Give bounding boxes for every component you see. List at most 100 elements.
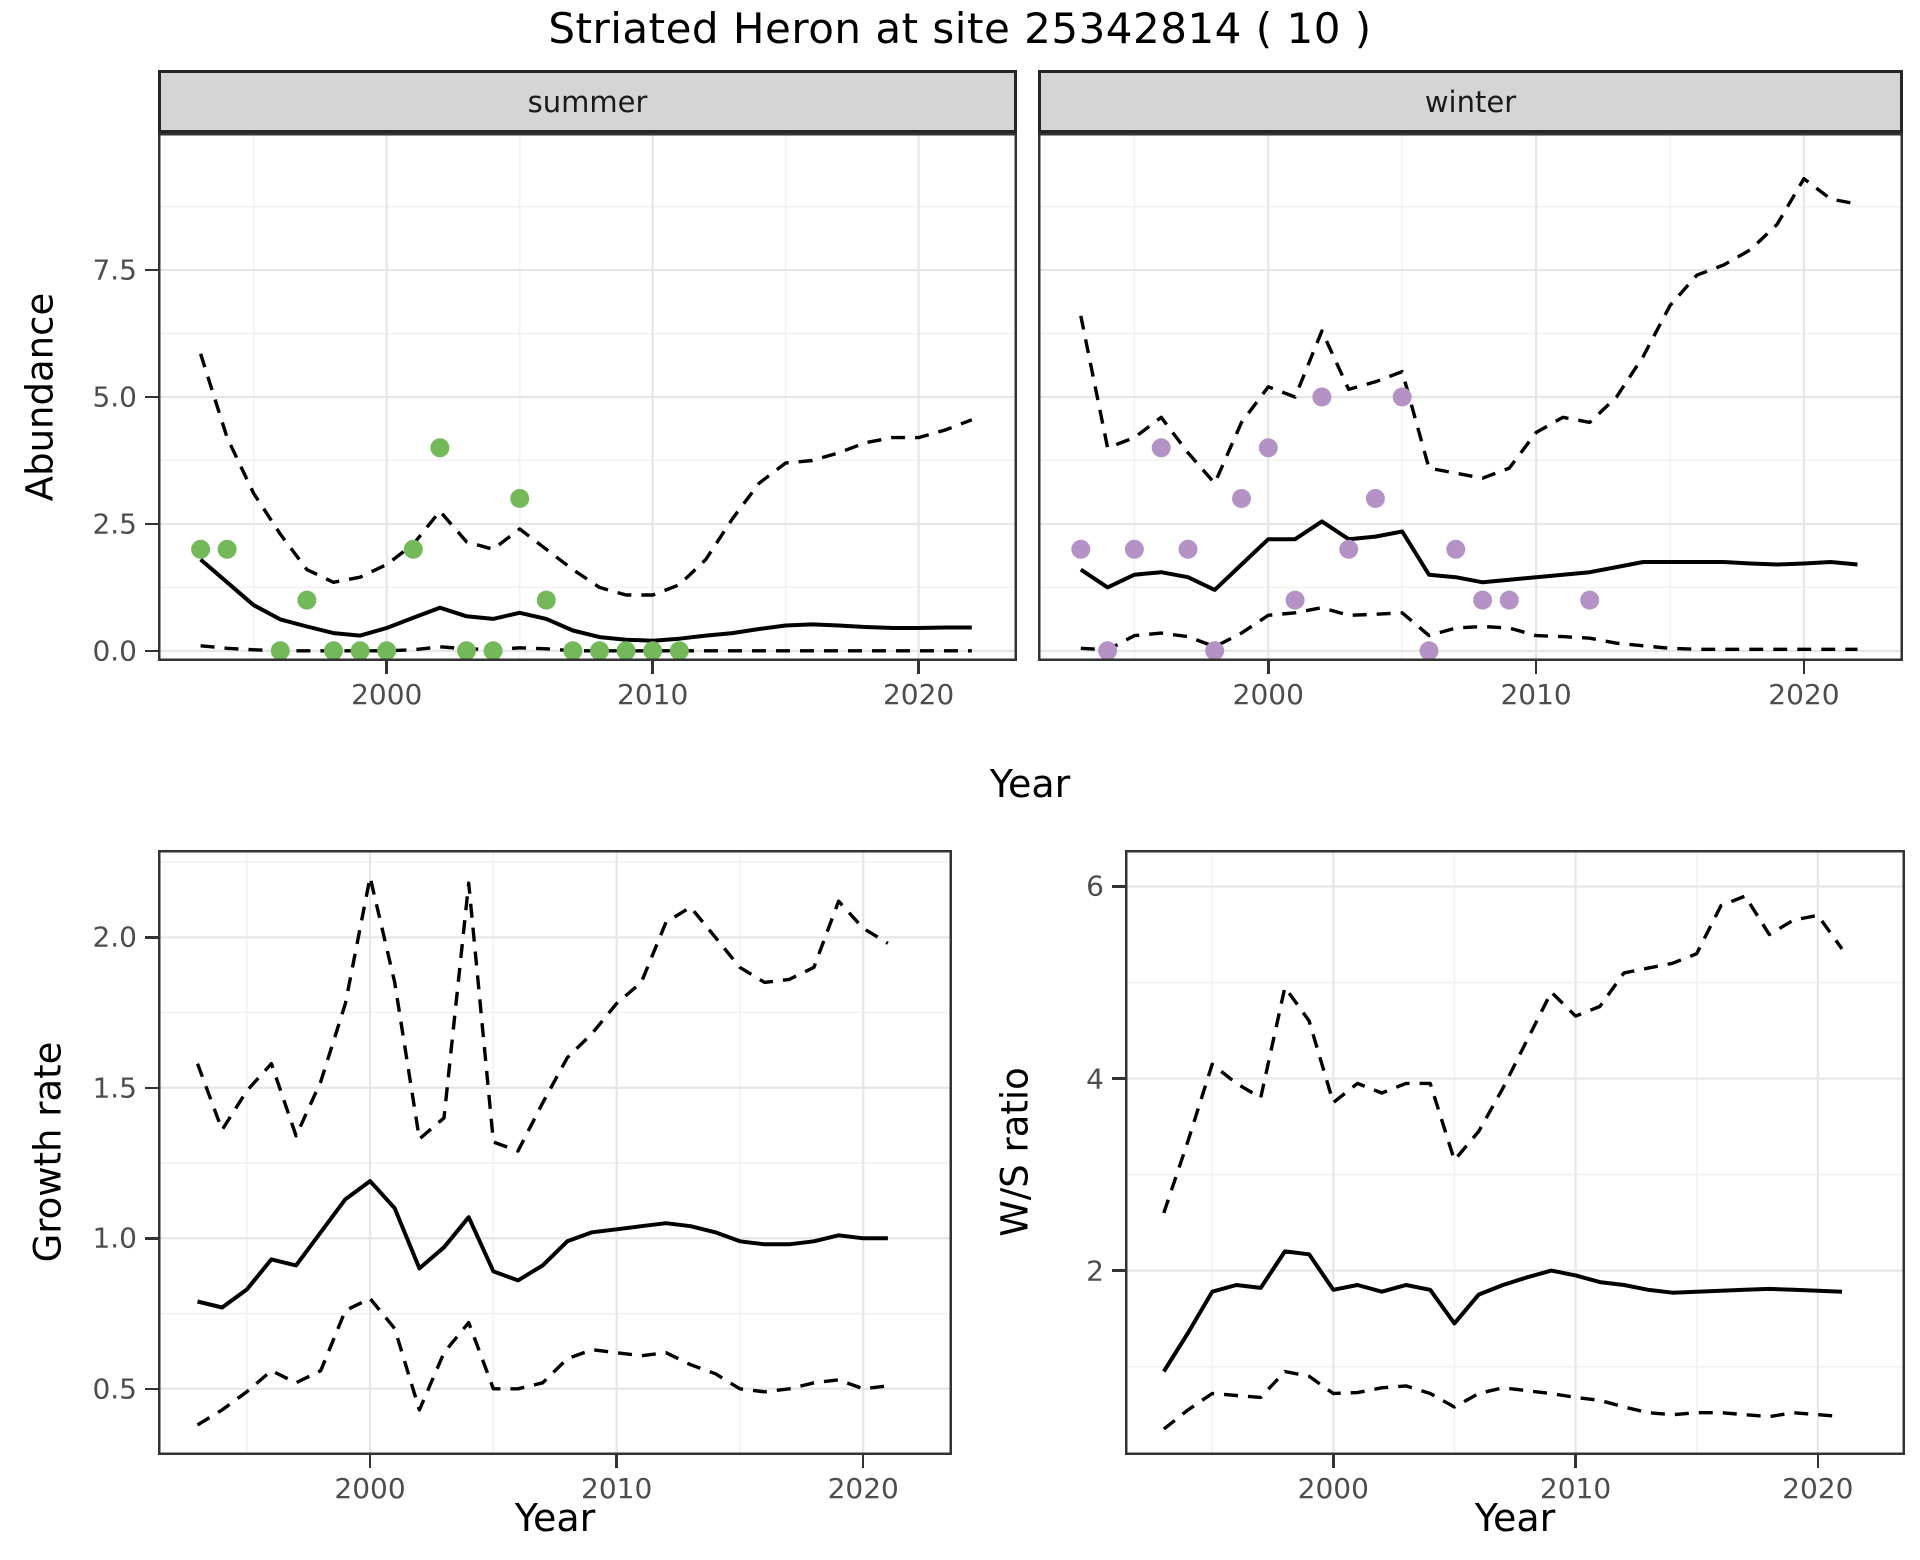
- x-tick-mark: [1267, 661, 1270, 674]
- y-tick-label: 5.0: [92, 380, 137, 414]
- data-point: [1124, 539, 1144, 559]
- facet-strip-winter: winter: [1038, 70, 1903, 133]
- x-tick-mark: [861, 1455, 865, 1468]
- upper-ci-line: [1079, 177, 1858, 485]
- x-tick-label: 2000: [1297, 1472, 1369, 1505]
- y-tick-label: 1.0: [92, 1221, 137, 1255]
- y-tick-label: 1.5: [92, 1071, 137, 1105]
- data-point: [1258, 438, 1278, 458]
- data-point: [1446, 539, 1466, 559]
- x-tick-mark: [1574, 1455, 1577, 1468]
- y-tick-label: 2: [1086, 1254, 1104, 1288]
- x-tick-label: 2010: [581, 1472, 653, 1505]
- data-point: [1071, 539, 1091, 559]
- bottom-left-year-axis-title: Year: [514, 1496, 596, 1540]
- y-tick-mark: [145, 1387, 158, 1391]
- x-tick-label: 2020: [1768, 678, 1840, 711]
- y-tick-mark: [1112, 1269, 1125, 1272]
- y-tick-label: 0.5: [92, 1372, 137, 1406]
- data-point: [191, 539, 211, 559]
- x-tick-label: 2020: [1782, 1472, 1854, 1505]
- y-tick-mark: [145, 936, 158, 939]
- y-tick-mark: [1112, 1077, 1125, 1080]
- growth-rate-panel: [158, 850, 952, 1455]
- y-tick-label: 2.5: [92, 507, 137, 541]
- facet-strip-winter-label: winter: [1424, 84, 1517, 119]
- ws-ratio-panel: [1125, 850, 1905, 1455]
- y-tick-mark: [145, 1086, 158, 1090]
- data-point: [324, 641, 343, 661]
- x-tick-mark: [615, 1455, 618, 1468]
- upper-ci-line: [198, 353, 973, 597]
- panel-border: [158, 133, 1017, 661]
- y-tick-mark: [145, 395, 158, 399]
- data-point: [1473, 590, 1493, 610]
- y-tick-mark: [1112, 885, 1125, 888]
- data-point: [590, 641, 609, 661]
- median-line: [1162, 1249, 1843, 1373]
- median-line: [199, 557, 972, 643]
- panel-border: [1125, 850, 1905, 1455]
- x-tick-label: 2010: [1539, 1472, 1612, 1505]
- facet-strip-summer-label: summer: [527, 84, 648, 119]
- data-point: [1205, 641, 1225, 661]
- x-tick-label: 2020: [827, 1472, 899, 1505]
- y-tick-label: 0.0: [92, 634, 137, 668]
- facet-strip-summer: summer: [158, 70, 1017, 133]
- x-tick-label: 2010: [617, 678, 689, 711]
- x-tick-mark: [385, 661, 388, 674]
- data-point: [563, 641, 583, 661]
- data-point: [377, 641, 397, 661]
- data-point: [1151, 438, 1171, 458]
- growth-rate-axis-title: Growth rate: [26, 1041, 70, 1263]
- x-tick-mark: [917, 661, 920, 674]
- x-tick-mark: [1534, 661, 1538, 674]
- x-tick-mark: [1802, 661, 1806, 674]
- lower-ci-line: [196, 1296, 889, 1427]
- x-tick-label: 2000: [334, 1472, 406, 1505]
- y-tick-mark: [145, 522, 158, 526]
- data-point: [1232, 489, 1251, 508]
- y-tick-label: 6: [1086, 869, 1104, 903]
- data-point: [1499, 590, 1519, 610]
- x-tick-mark: [651, 661, 654, 674]
- data-point: [1580, 590, 1600, 610]
- x-tick-mark: [1816, 1455, 1820, 1468]
- data-point: [1178, 539, 1198, 559]
- data-point: [217, 539, 237, 559]
- data-point: [1419, 641, 1439, 661]
- lower-ci-line: [1162, 1369, 1843, 1431]
- data-point: [457, 641, 476, 661]
- y-tick-label: 2.0: [92, 920, 137, 954]
- data-point: [430, 438, 450, 458]
- median-line: [1079, 519, 1858, 592]
- chart-title: Striated Heron at site 25342814 ( 10 ): [548, 4, 1372, 53]
- x-tick-label: 2000: [351, 678, 423, 711]
- x-tick-mark: [368, 1455, 372, 1468]
- top-year-axis-title: Year: [989, 762, 1071, 806]
- data-point: [1312, 387, 1332, 407]
- y-tick-mark: [145, 268, 158, 272]
- y-tick-mark: [145, 649, 158, 653]
- panel-border: [158, 850, 952, 1455]
- data-point: [403, 539, 423, 559]
- y-tick-mark: [145, 1237, 158, 1240]
- data-point: [1285, 590, 1305, 610]
- upper-ci-line: [1162, 894, 1844, 1214]
- upper-ci-line: [195, 875, 889, 1153]
- data-point: [483, 641, 503, 661]
- data-point: [669, 641, 689, 661]
- data-point: [1339, 539, 1359, 559]
- data-point: [1365, 489, 1385, 508]
- data-point: [643, 641, 663, 661]
- data-point: [350, 641, 370, 661]
- data-point: [536, 590, 556, 610]
- data-point: [297, 590, 317, 610]
- x-tick-label: 2020: [882, 678, 955, 711]
- summer-abundance-panel: [158, 133, 1017, 661]
- y-tick-label: 4: [1086, 1062, 1104, 1096]
- data-point: [616, 641, 636, 661]
- lower-ci-line: [1080, 606, 1858, 652]
- x-tick-label: 2000: [1232, 678, 1304, 711]
